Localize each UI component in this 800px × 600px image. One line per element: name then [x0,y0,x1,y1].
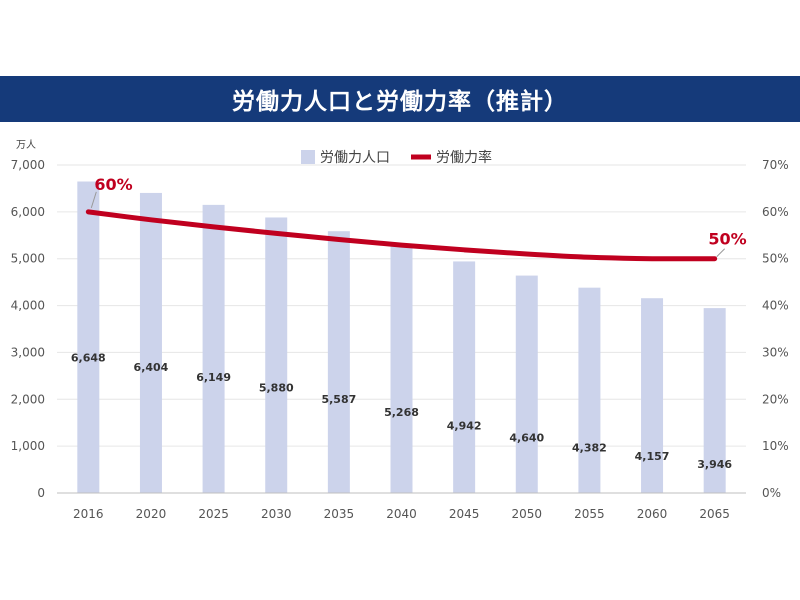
x-tick-label: 2035 [324,507,355,521]
bar-value-label: 4,382 [572,442,607,455]
y-right-tick-label: 60% [762,205,789,219]
legend-label-bar: 労働力人口 [320,150,390,166]
axes: 0 0% 1,000 10% 2,000 20% 3,000 30% 4,000 40% 5,000… [11,158,789,521]
bar [77,181,100,493]
bar-value-label: 5,587 [321,393,356,406]
start-annotation-leader [90,191,97,209]
legend-label-line: 労働力率 [436,149,492,166]
line-series: 60% 50% [85,175,747,262]
bar [453,261,476,493]
y-left-tick-label: 2,000 [11,392,45,406]
end-annotation-leader [716,248,726,258]
x-tick-label: 2055 [574,507,605,521]
y-left-tick-label: 7,000 [11,158,45,172]
bar-data-labels: 6,648 6,404 6,149 5,880 5,587 5,268 4,942 4,640… [71,351,733,471]
bar [390,246,413,493]
bar-value-label: 4,942 [447,419,482,432]
x-tick-label: 2020 [136,507,167,521]
legend: 労働力人口 労働力率 [301,149,492,166]
bar-value-label: 6,404 [134,361,169,374]
bar-value-label: 4,157 [635,450,670,463]
y-right-tick-label: 70% [762,158,789,172]
bar [139,192,162,493]
title-bar: 労働力人口と労働力率（推計） [0,76,800,122]
y-right-tick-label: 40% [762,299,789,313]
x-tick-label: 2030 [261,507,292,521]
bar [327,231,350,493]
bar [265,217,288,494]
bar-value-label: 6,149 [196,371,231,384]
bar-series [77,181,726,494]
y-right-tick-label: 50% [762,252,789,266]
x-tick-label: 2045 [449,507,480,521]
y-left-tick-label: 0 [37,486,45,500]
bar-value-label: 4,640 [509,432,544,445]
x-tick-label: 2050 [511,507,542,521]
bar-value-label: 5,880 [259,381,294,394]
legend-swatch-bar [301,150,315,164]
y-left-tick-label: 1,000 [11,439,45,453]
x-tick-label: 2060 [637,507,668,521]
bar [515,275,538,493]
y-right-tick-label: 30% [762,345,789,359]
y-left-tick-label: 3,000 [11,345,45,359]
y-left-tick-label: 5,000 [11,252,45,266]
bar [641,298,664,493]
y-right-tick-label: 20% [762,392,789,406]
x-tick-label: 2025 [198,507,229,521]
rate-line [85,209,718,262]
end-rate-annotation: 50% [708,230,746,249]
bar [578,287,601,493]
page-title: 労働力人口と労働力率（推計） [232,89,568,115]
bar-value-label: 3,946 [697,458,732,471]
y-left-tick-label: 4,000 [11,299,45,313]
bar-value-label: 6,648 [71,351,106,364]
bar [202,204,225,493]
y-right-tick-label: 0% [762,486,781,500]
y-left-tick-label: 6,000 [11,205,45,219]
x-tick-label: 2016 [73,507,104,521]
left-axis-unit: 万人 [16,139,36,151]
start-rate-annotation: 60% [94,175,132,194]
bar-value-label: 5,268 [384,406,419,419]
y-right-tick-label: 10% [762,439,789,453]
bar [703,308,726,493]
x-tick-label: 2040 [386,507,417,521]
x-tick-label: 2065 [699,507,730,521]
